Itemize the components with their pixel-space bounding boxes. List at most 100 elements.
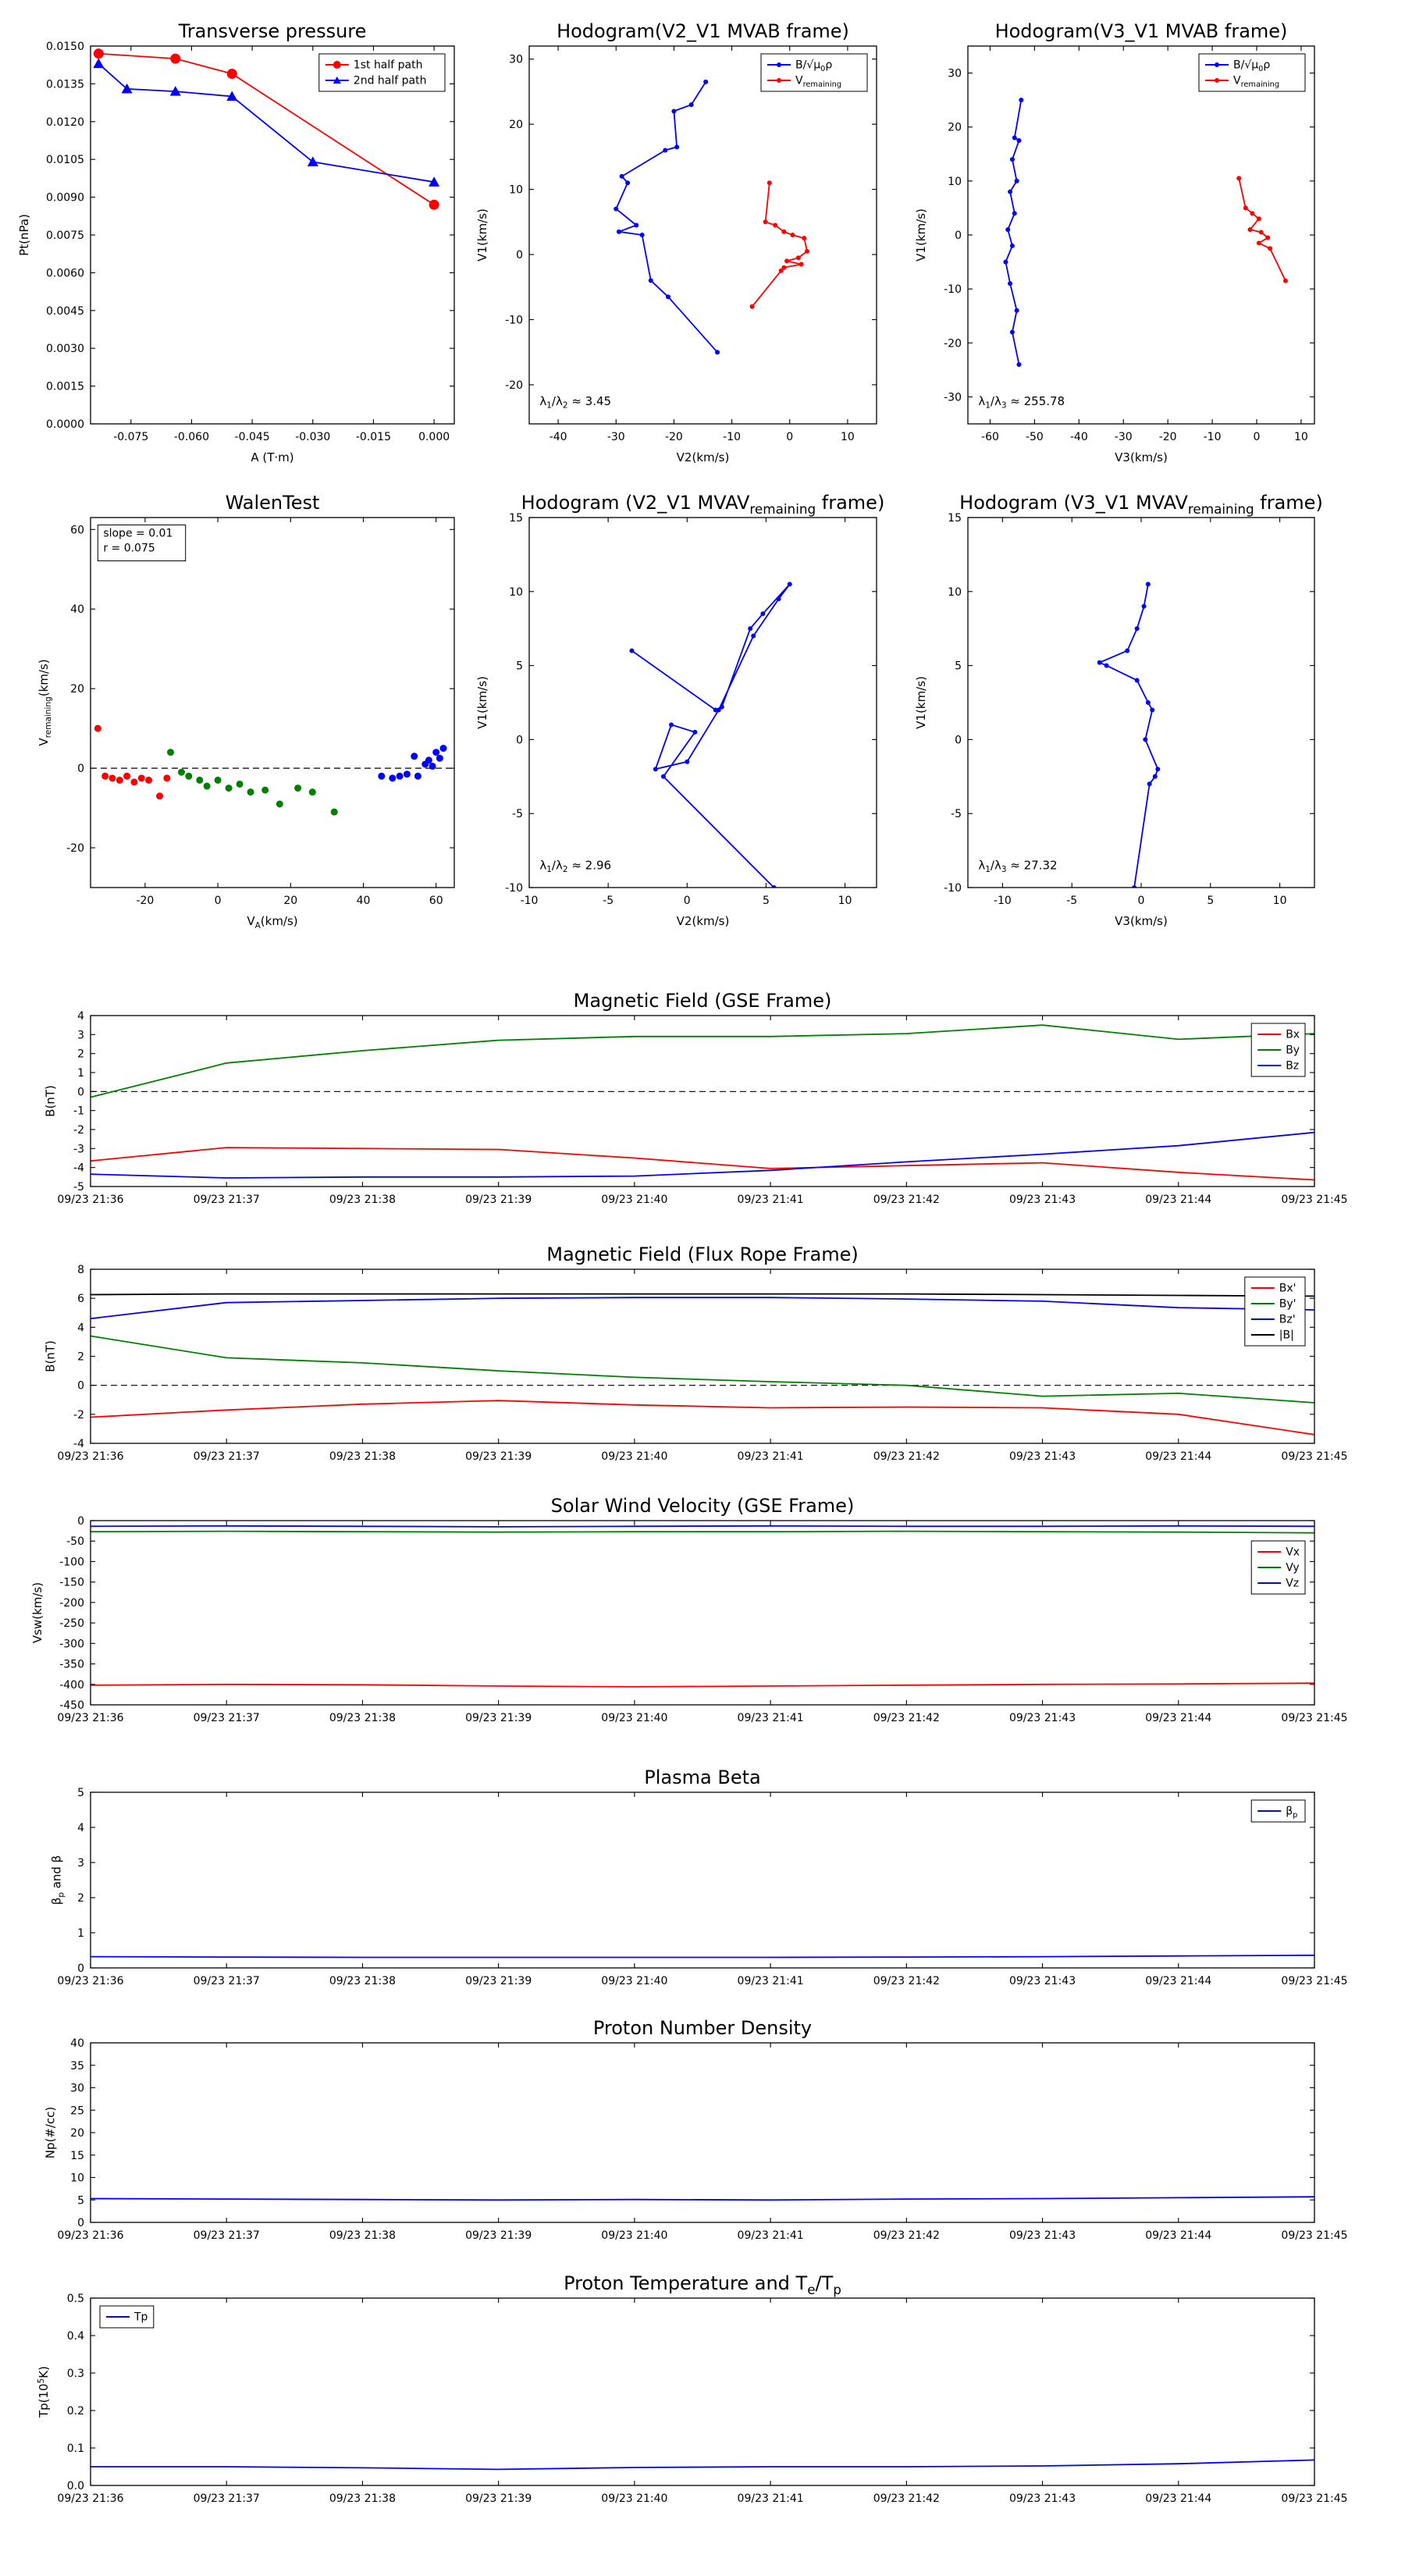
svg-text:35: 35: [70, 2060, 84, 2073]
svg-text:-10: -10: [521, 895, 539, 907]
svg-text:09/23 21:41: 09/23 21:41: [738, 2492, 804, 2505]
svg-text:09/23 21:39: 09/23 21:39: [465, 1975, 532, 1987]
svg-text:0.0: 0.0: [67, 2480, 84, 2492]
svg-text:-50: -50: [1026, 431, 1044, 443]
svg-text:-350: -350: [59, 1659, 84, 1671]
tick-labels: -20 0 20 40 60 -20 0 20 40 60: [66, 524, 443, 907]
svg-text:09/23 21:41: 09/23 21:41: [738, 1712, 804, 1724]
svg-text:09/23 21:44: 09/23 21:44: [1145, 1194, 1211, 1206]
svg-text:-3: -3: [73, 1143, 84, 1155]
svg-text:09/23 21:45: 09/23 21:45: [1281, 1194, 1347, 1206]
svg-text:-30: -30: [944, 391, 962, 404]
title-transverse_pressure: Transverse pressure: [178, 20, 367, 42]
svg-text:09/23 21:37: 09/23 21:37: [194, 1975, 260, 1987]
axes-border: [90, 1520, 1315, 1706]
svg-text:0.2: 0.2: [67, 2405, 84, 2418]
svg-text:09/23 21:43: 09/23 21:43: [1009, 1975, 1076, 1987]
svg-text:30: 30: [509, 54, 523, 66]
svg-text:0.0060: 0.0060: [46, 267, 84, 279]
svg-text:Vx: Vx: [1286, 1546, 1300, 1559]
svg-text:09/23 21:39: 09/23 21:39: [465, 1194, 532, 1206]
series-1st half path: [98, 52, 435, 206]
svg-text:-20: -20: [665, 431, 683, 443]
svg-text:-0.045: -0.045: [235, 431, 270, 443]
svg-text:0.4: 0.4: [67, 2330, 84, 2343]
svg-text:Bx': Bx': [1279, 1283, 1297, 1295]
svg-text:-450: -450: [59, 1699, 84, 1712]
svg-text:0.0000: 0.0000: [46, 418, 84, 431]
panel-hodogram_v3v1_mvav: -10 -5 0 5 10 -10 -5 0 5 10 15 V3(km/s) V1(km/s) Hodo…: [914, 492, 1323, 928]
svg-text:2: 2: [77, 1351, 84, 1364]
svg-text:09/23 21:39: 09/23 21:39: [465, 1712, 532, 1724]
svg-text:30: 30: [70, 2083, 84, 2095]
axes-border: [90, 517, 455, 888]
tick-labels: -60 -50 -40 -30 -20 -10 0 10 -30 -20 -10 0 10 20 30: [944, 68, 1308, 443]
svg-text:0: 0: [77, 2217, 84, 2229]
svg-text:-200: -200: [59, 1597, 84, 1610]
tick-labels: 09/23 21:36 09/23 21:37 09/23 21:38 09/23 2…: [57, 1515, 1347, 1724]
svg-text:09/23 21:45: 09/23 21:45: [1281, 2229, 1347, 2242]
svg-text:09/23 21:40: 09/23 21:40: [601, 2492, 667, 2505]
svg-text:0: 0: [77, 1515, 84, 1528]
xlabel-walen_test: VA​(km/s): [247, 914, 297, 930]
svg-text:-20: -20: [505, 379, 523, 392]
svg-text:Bx: Bx: [1286, 1029, 1300, 1041]
svg-text:09/23 21:38: 09/23 21:38: [329, 1975, 396, 1987]
svg-text:0.0075: 0.0075: [46, 229, 84, 242]
series-By: [91, 1024, 1314, 1098]
svg-text:-10: -10: [944, 283, 962, 296]
svg-text:Tp: Tp: [133, 2311, 148, 2324]
svg-text:0: 0: [215, 895, 222, 907]
svg-text:4: 4: [77, 1010, 84, 1023]
series-|B|: [91, 1293, 1314, 1297]
series-2nd half path: [98, 62, 435, 183]
svg-text:0.0045: 0.0045: [46, 305, 84, 318]
svg-text:09/23 21:44: 09/23 21:44: [1145, 1712, 1211, 1724]
svg-text:4: 4: [77, 1322, 84, 1334]
tick-labels: 09/23 21:36 09/23 21:37 09/23 21:38 09/23 2…: [57, 1264, 1347, 1463]
axes-border: [90, 2297, 1315, 2486]
title-b_fluxrope: Magnetic Field (Flux Rope Frame): [546, 1244, 858, 1265]
svg-text:0.0135: 0.0135: [46, 78, 84, 91]
svg-text:09/23 21:45: 09/23 21:45: [1281, 1712, 1347, 1724]
title-hodogram_v2v1_mvav: Hodogram (V2_V1 MVAVremaining​ frame): [521, 492, 885, 517]
tick-labels: 09/23 21:36 09/23 21:37 09/23 21:38 09/23 2…: [57, 1010, 1347, 1206]
series-proton_density-series-0: [91, 2196, 1314, 2201]
panel-proton_density: 09/23 21:36 09/23 21:37 09/23 21:38 09/23 2…: [43, 2017, 1347, 2242]
svg-text:-0.060: -0.060: [174, 431, 209, 443]
svg-text:-5: -5: [73, 1181, 84, 1194]
svg-text:-150: -150: [59, 1577, 84, 1589]
xlabel-hodogram_v3v1_mvab: V3(km/s): [1115, 450, 1168, 464]
svg-text:-20: -20: [1159, 431, 1177, 443]
svg-text:09/23 21:43: 09/23 21:43: [1009, 1712, 1076, 1724]
svg-text:2: 2: [77, 1048, 84, 1061]
series-By': [91, 1335, 1314, 1404]
svg-text:09/23 21:42: 09/23 21:42: [873, 1712, 940, 1724]
title-walen_test: WalenTest: [226, 492, 320, 514]
ylabel-b_gse: B(nT): [43, 1085, 57, 1117]
svg-text:20: 20: [948, 122, 962, 134]
title-proton_density: Proton Number Density: [593, 2017, 812, 2039]
svg-text:-10: -10: [723, 431, 741, 443]
xlabel-hodogram_v3v1_mvav: V3(km/s): [1115, 914, 1168, 928]
svg-text:0: 0: [516, 734, 523, 746]
ylabel-b_fluxrope: B(nT): [43, 1340, 57, 1372]
svg-text:09/23 21:38: 09/23 21:38: [329, 2229, 396, 2242]
legend-proton_temp: Tp: [99, 2305, 155, 2329]
svg-text:60: 60: [429, 895, 443, 907]
svg-text:09/23 21:36: 09/23 21:36: [57, 2492, 123, 2505]
svg-text:09/23 21:37: 09/23 21:37: [194, 1712, 260, 1724]
svg-text:10: 10: [70, 2172, 84, 2185]
svg-text:0: 0: [1254, 431, 1261, 443]
series-Bz': [91, 1297, 1314, 1320]
xlabel-transverse_pressure: A (T·m): [251, 450, 293, 464]
svg-text:10: 10: [1273, 895, 1287, 907]
svg-text:-10: -10: [944, 882, 962, 895]
svg-text:-20: -20: [944, 337, 962, 350]
svg-text:-30: -30: [1115, 431, 1133, 443]
svg-text:2nd half path: 2nd half path: [354, 75, 427, 87]
svg-text:09/23 21:37: 09/23 21:37: [194, 1194, 260, 1206]
series-Bx: [91, 1147, 1314, 1181]
